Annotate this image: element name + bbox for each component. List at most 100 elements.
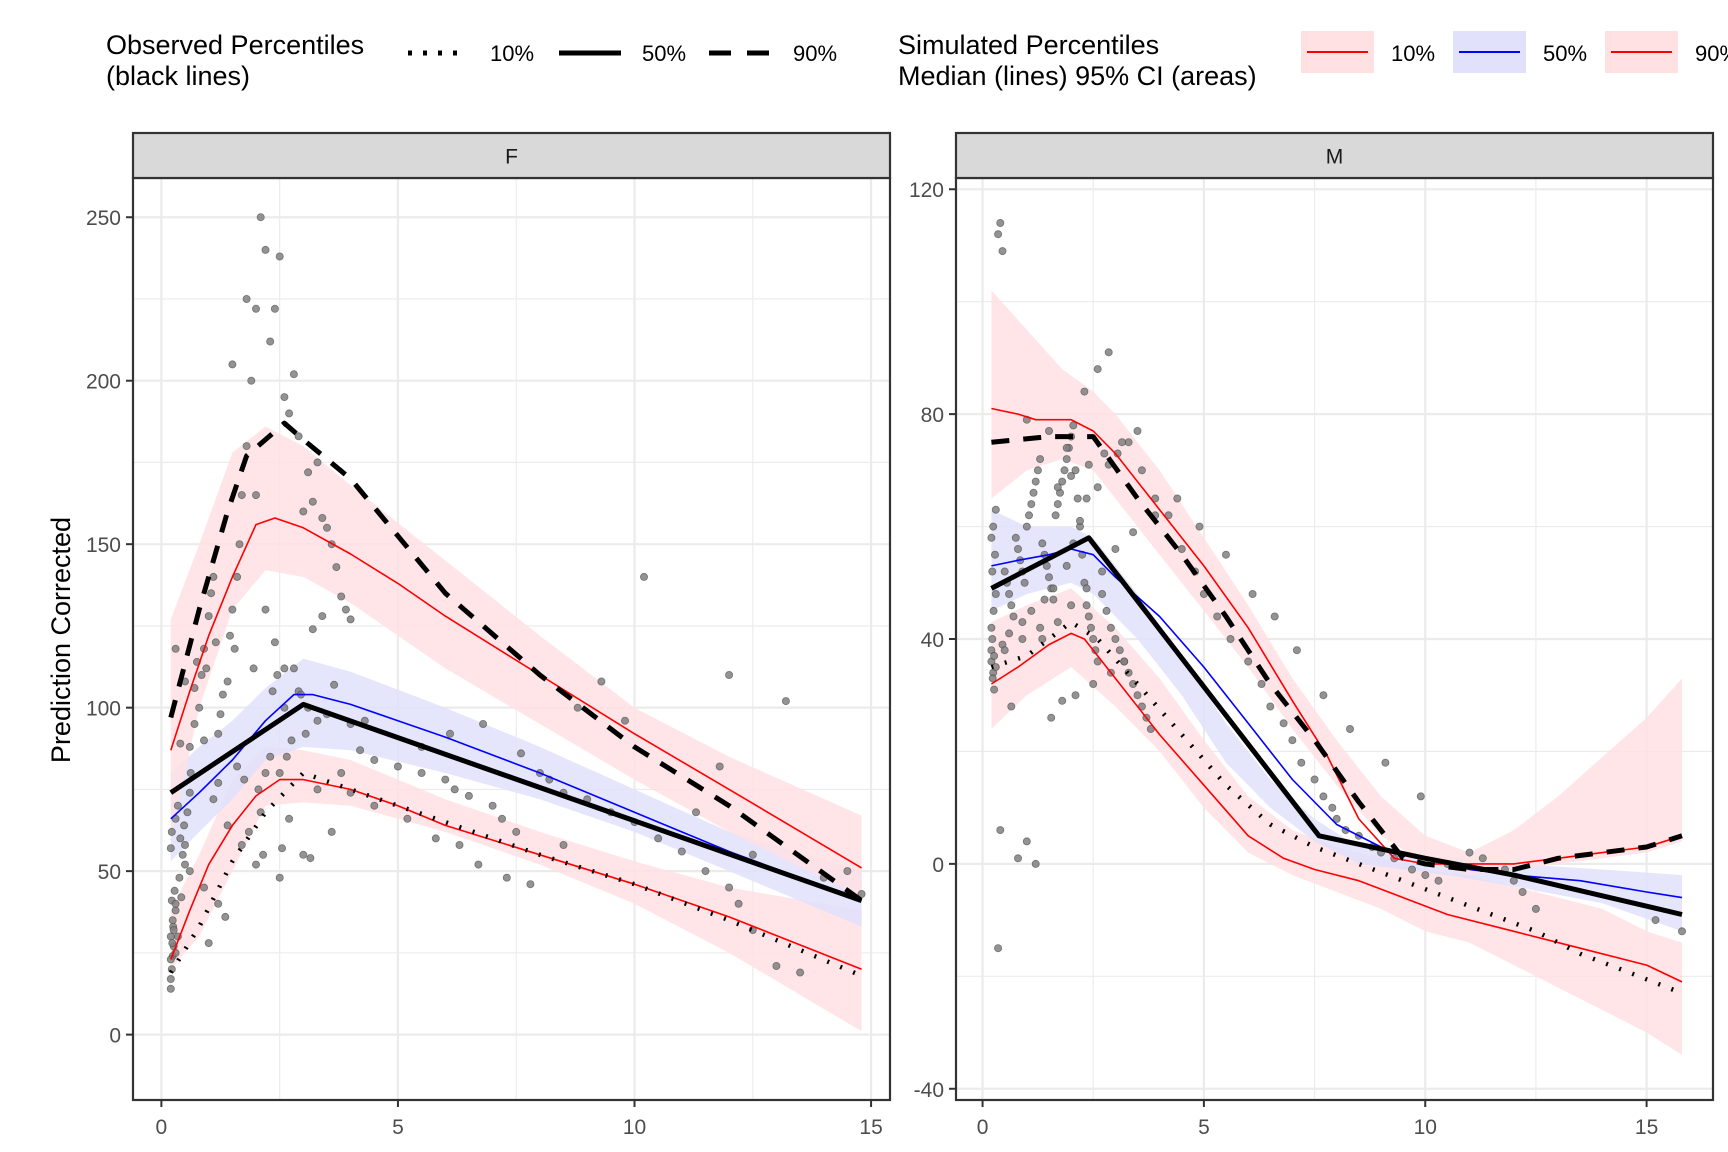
data-point: [214, 899, 223, 908]
data-point: [1098, 567, 1107, 576]
data-point: [266, 752, 275, 761]
data-point: [176, 834, 185, 843]
data-point: [1071, 466, 1080, 475]
y-tick-label: -40: [914, 1079, 944, 1102]
data-point: [1020, 578, 1029, 587]
x-tick-label: 15: [859, 1116, 882, 1139]
data-point: [1266, 702, 1275, 711]
data-point: [199, 883, 208, 892]
data-point: [1416, 792, 1425, 801]
data-point: [268, 687, 277, 696]
data-point: [1270, 612, 1279, 621]
data-point: [488, 801, 497, 810]
data-point: [1080, 387, 1089, 396]
data-point: [1018, 618, 1027, 627]
data-point: [223, 821, 232, 830]
data-point: [1244, 657, 1253, 666]
data-point: [1022, 522, 1031, 531]
data-point: [180, 860, 189, 869]
x-tick-label: 15: [1635, 1116, 1658, 1139]
data-point: [185, 867, 194, 876]
data-point: [1045, 573, 1054, 582]
data-point: [1319, 792, 1328, 801]
legend-observed-10-label: 10%: [490, 41, 534, 66]
data-point: [204, 939, 213, 948]
data-point: [178, 850, 187, 859]
data-point: [1082, 601, 1091, 610]
data-point: [216, 710, 225, 719]
data-point: [1124, 668, 1133, 677]
data-point: [450, 785, 459, 794]
data-point: [1346, 725, 1355, 734]
data-point: [261, 769, 270, 778]
data-point: [1319, 691, 1328, 700]
data-point: [337, 769, 346, 778]
data-point: [1009, 612, 1018, 621]
data-point: [1084, 460, 1093, 469]
data-point: [1000, 646, 1009, 655]
data-point: [183, 808, 192, 817]
data-point: [497, 814, 506, 823]
data-point: [988, 674, 997, 683]
data-point: [204, 612, 213, 621]
y-tick-label: 150: [86, 534, 121, 557]
data-point: [318, 514, 327, 523]
plot-layers: [166, 213, 866, 1032]
data-point: [1288, 736, 1297, 745]
data-point: [1518, 888, 1527, 897]
y-tick-label: 0: [109, 1025, 121, 1048]
data-point: [1005, 590, 1014, 599]
data-point: [987, 533, 996, 542]
data-point: [289, 370, 298, 379]
data-point: [195, 703, 204, 712]
data-point: [1173, 494, 1182, 503]
data-point: [1093, 483, 1102, 492]
data-point: [294, 432, 303, 441]
data-point: [1069, 421, 1078, 430]
data-point: [1093, 365, 1102, 374]
data-point: [1248, 590, 1257, 599]
data-point: [991, 505, 1000, 514]
data-point: [772, 962, 781, 971]
data-point: [251, 860, 260, 869]
data-point: [441, 775, 450, 784]
y-tick-label: 200: [86, 371, 121, 394]
data-point: [1082, 494, 1091, 503]
data-point: [1222, 550, 1231, 559]
data-point: [654, 834, 663, 843]
data-point: [987, 623, 996, 632]
y-tick-label: 50: [98, 861, 121, 884]
data-point: [512, 827, 521, 836]
legend-observed-90-label: 90%: [793, 41, 837, 66]
data-point: [998, 247, 1007, 256]
data-point: [455, 841, 464, 850]
data-point: [781, 697, 790, 706]
facet-strip: [131, 131, 892, 180]
data-point: [843, 867, 852, 876]
data-point: [988, 567, 997, 576]
legend-observed-title-line1: Observed Percentiles: [106, 30, 364, 60]
data-point: [270, 638, 279, 647]
data-point: [559, 841, 568, 850]
data-point: [715, 762, 724, 771]
data-point: [261, 605, 270, 614]
obs-90-line: [991, 434, 1683, 872]
data-point: [237, 841, 246, 850]
data-point: [1465, 848, 1474, 857]
data-point: [640, 572, 649, 581]
data-point: [1478, 854, 1487, 863]
data-point: [251, 304, 260, 313]
data-point: [171, 644, 180, 653]
sim-90-median-line: [170, 517, 863, 869]
data-point: [1115, 646, 1124, 655]
data-point: [1279, 719, 1288, 728]
data-point: [233, 762, 242, 771]
data-point: [1029, 488, 1038, 497]
data-point: [725, 671, 734, 680]
data-point: [197, 671, 206, 680]
legend-simulated-50-label: 50%: [1543, 41, 1587, 66]
data-point: [991, 550, 1000, 559]
data-point: [1226, 635, 1235, 644]
sim-10-median-line: [990, 632, 1683, 983]
data-point: [259, 850, 268, 859]
